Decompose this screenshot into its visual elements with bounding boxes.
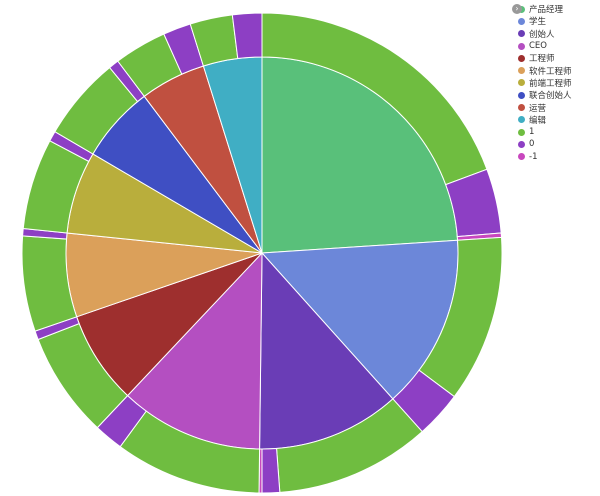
legend-swatch [518, 54, 525, 62]
outer-ring [21, 12, 503, 494]
legend-item[interactable]: 运营 [518, 101, 572, 114]
legend-item[interactable]: 产品经理 [518, 3, 572, 15]
legend-item[interactable]: 工程师 [518, 52, 572, 64]
legend-label: 软件工程师 [529, 66, 572, 77]
legend-label: 产品经理 [529, 5, 564, 16]
legend-label: 运营 [529, 103, 547, 114]
legend-label: 创始人 [529, 29, 555, 40]
outer-slice-3-0[interactable] [261, 447, 281, 494]
legend-label: CEO [529, 41, 547, 52]
legend-swatch [518, 67, 525, 75]
legend-label: 1 [529, 127, 535, 138]
legend-swatch [518, 91, 525, 99]
legend-label: -1 [529, 151, 538, 162]
legend-label: 工程师 [529, 54, 555, 65]
legend-swatch [518, 30, 525, 38]
legend-scroll-icon[interactable]: › [512, 4, 522, 14]
legend-item[interactable]: 前端工程师 [518, 77, 572, 89]
legend-label: 编辑 [529, 115, 547, 126]
legend-label: 学生 [529, 17, 547, 28]
legend-item[interactable]: 联合创始人 [518, 89, 572, 101]
legend-swatch [518, 17, 525, 25]
legend: › 产品经理 学生 创始人 CEO 工程师 软件工程师 前端工程师联合创始人 运营 编辑 1 0 -1 [512, 3, 572, 163]
legend-swatch [518, 79, 525, 87]
legend-swatch [518, 153, 525, 161]
legend-label: 联合创始人 [529, 91, 572, 102]
legend-swatch [518, 116, 525, 124]
legend-item[interactable]: 0 [518, 138, 572, 150]
legend-items: 产品经理 学生 创始人 CEO 工程师 软件工程师 前端工程师联合创始人 运营 编辑 1 0 -1 [518, 3, 572, 163]
legend-item[interactable]: 创始人 [518, 28, 572, 40]
inner-pie [65, 56, 459, 450]
legend-label: 0 [529, 139, 535, 150]
legend-item[interactable]: CEO [518, 40, 572, 52]
legend-swatch [518, 42, 525, 50]
legend-item[interactable]: 软件工程师 [518, 64, 572, 77]
legend-item[interactable]: 1 [518, 126, 572, 138]
legend-swatch [518, 104, 525, 112]
legend-item[interactable]: -1 [518, 151, 572, 163]
legend-label: 前端工程师 [529, 78, 572, 89]
legend-item[interactable]: 编辑 [518, 114, 572, 126]
legend-swatch [518, 140, 525, 148]
legend-item[interactable]: 学生 [518, 15, 572, 27]
outer-slice-10-0[interactable] [231, 12, 263, 60]
legend-swatch [518, 128, 525, 136]
